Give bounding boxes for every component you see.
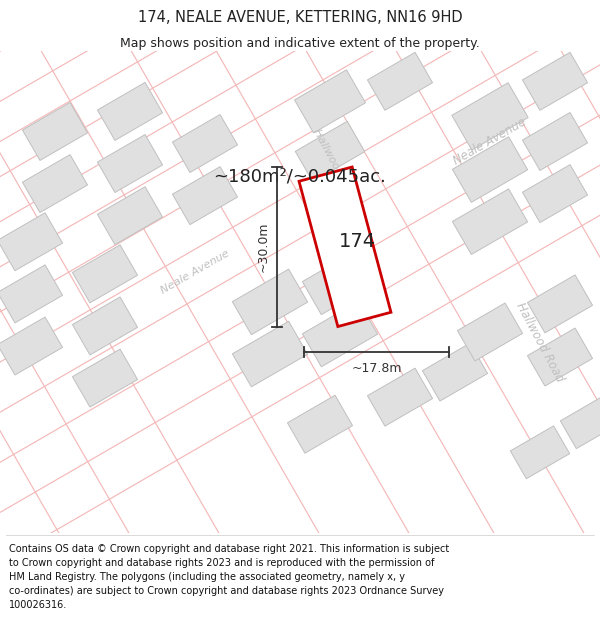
Text: ~180m²/~0.045ac.: ~180m²/~0.045ac. [214,168,386,186]
Polygon shape [232,321,308,387]
Polygon shape [523,164,587,222]
Polygon shape [172,167,238,224]
Polygon shape [299,167,391,326]
Polygon shape [97,134,163,192]
Polygon shape [0,213,62,271]
Text: ~17.8m: ~17.8m [351,362,402,374]
Polygon shape [452,82,528,150]
Polygon shape [22,102,88,161]
Polygon shape [457,303,523,361]
Polygon shape [452,189,527,254]
Polygon shape [172,114,238,172]
Text: Contains OS data © Crown copyright and database right 2021. This information is : Contains OS data © Crown copyright and d… [9,544,449,609]
Polygon shape [295,121,365,182]
Polygon shape [302,249,377,314]
Polygon shape [0,265,62,323]
Text: 174: 174 [338,232,376,251]
Polygon shape [560,396,600,449]
Text: Neale Avenue: Neale Avenue [451,116,529,168]
Polygon shape [0,317,62,375]
Polygon shape [73,349,137,407]
Text: Hallwood Road: Hallwood Road [514,300,566,384]
Polygon shape [97,82,163,141]
Polygon shape [452,137,527,202]
Polygon shape [73,297,137,355]
Polygon shape [422,343,488,401]
Polygon shape [287,395,353,453]
Polygon shape [73,245,137,302]
Polygon shape [523,52,587,110]
Polygon shape [367,52,433,110]
Text: Hallwood Road: Hallwood Road [311,127,359,206]
Text: ~30.0m: ~30.0m [257,221,270,272]
Polygon shape [232,269,308,335]
Polygon shape [523,112,587,171]
Polygon shape [22,154,88,212]
Polygon shape [302,301,377,367]
Text: 174, NEALE AVENUE, KETTERING, NN16 9HD: 174, NEALE AVENUE, KETTERING, NN16 9HD [137,10,463,25]
Polygon shape [527,328,593,386]
Polygon shape [97,187,163,244]
Text: Neale Avenue: Neale Avenue [159,248,231,296]
Polygon shape [295,70,365,133]
Text: Map shows position and indicative extent of the property.: Map shows position and indicative extent… [120,37,480,50]
Polygon shape [511,426,569,479]
Polygon shape [367,368,433,426]
Polygon shape [527,275,593,333]
